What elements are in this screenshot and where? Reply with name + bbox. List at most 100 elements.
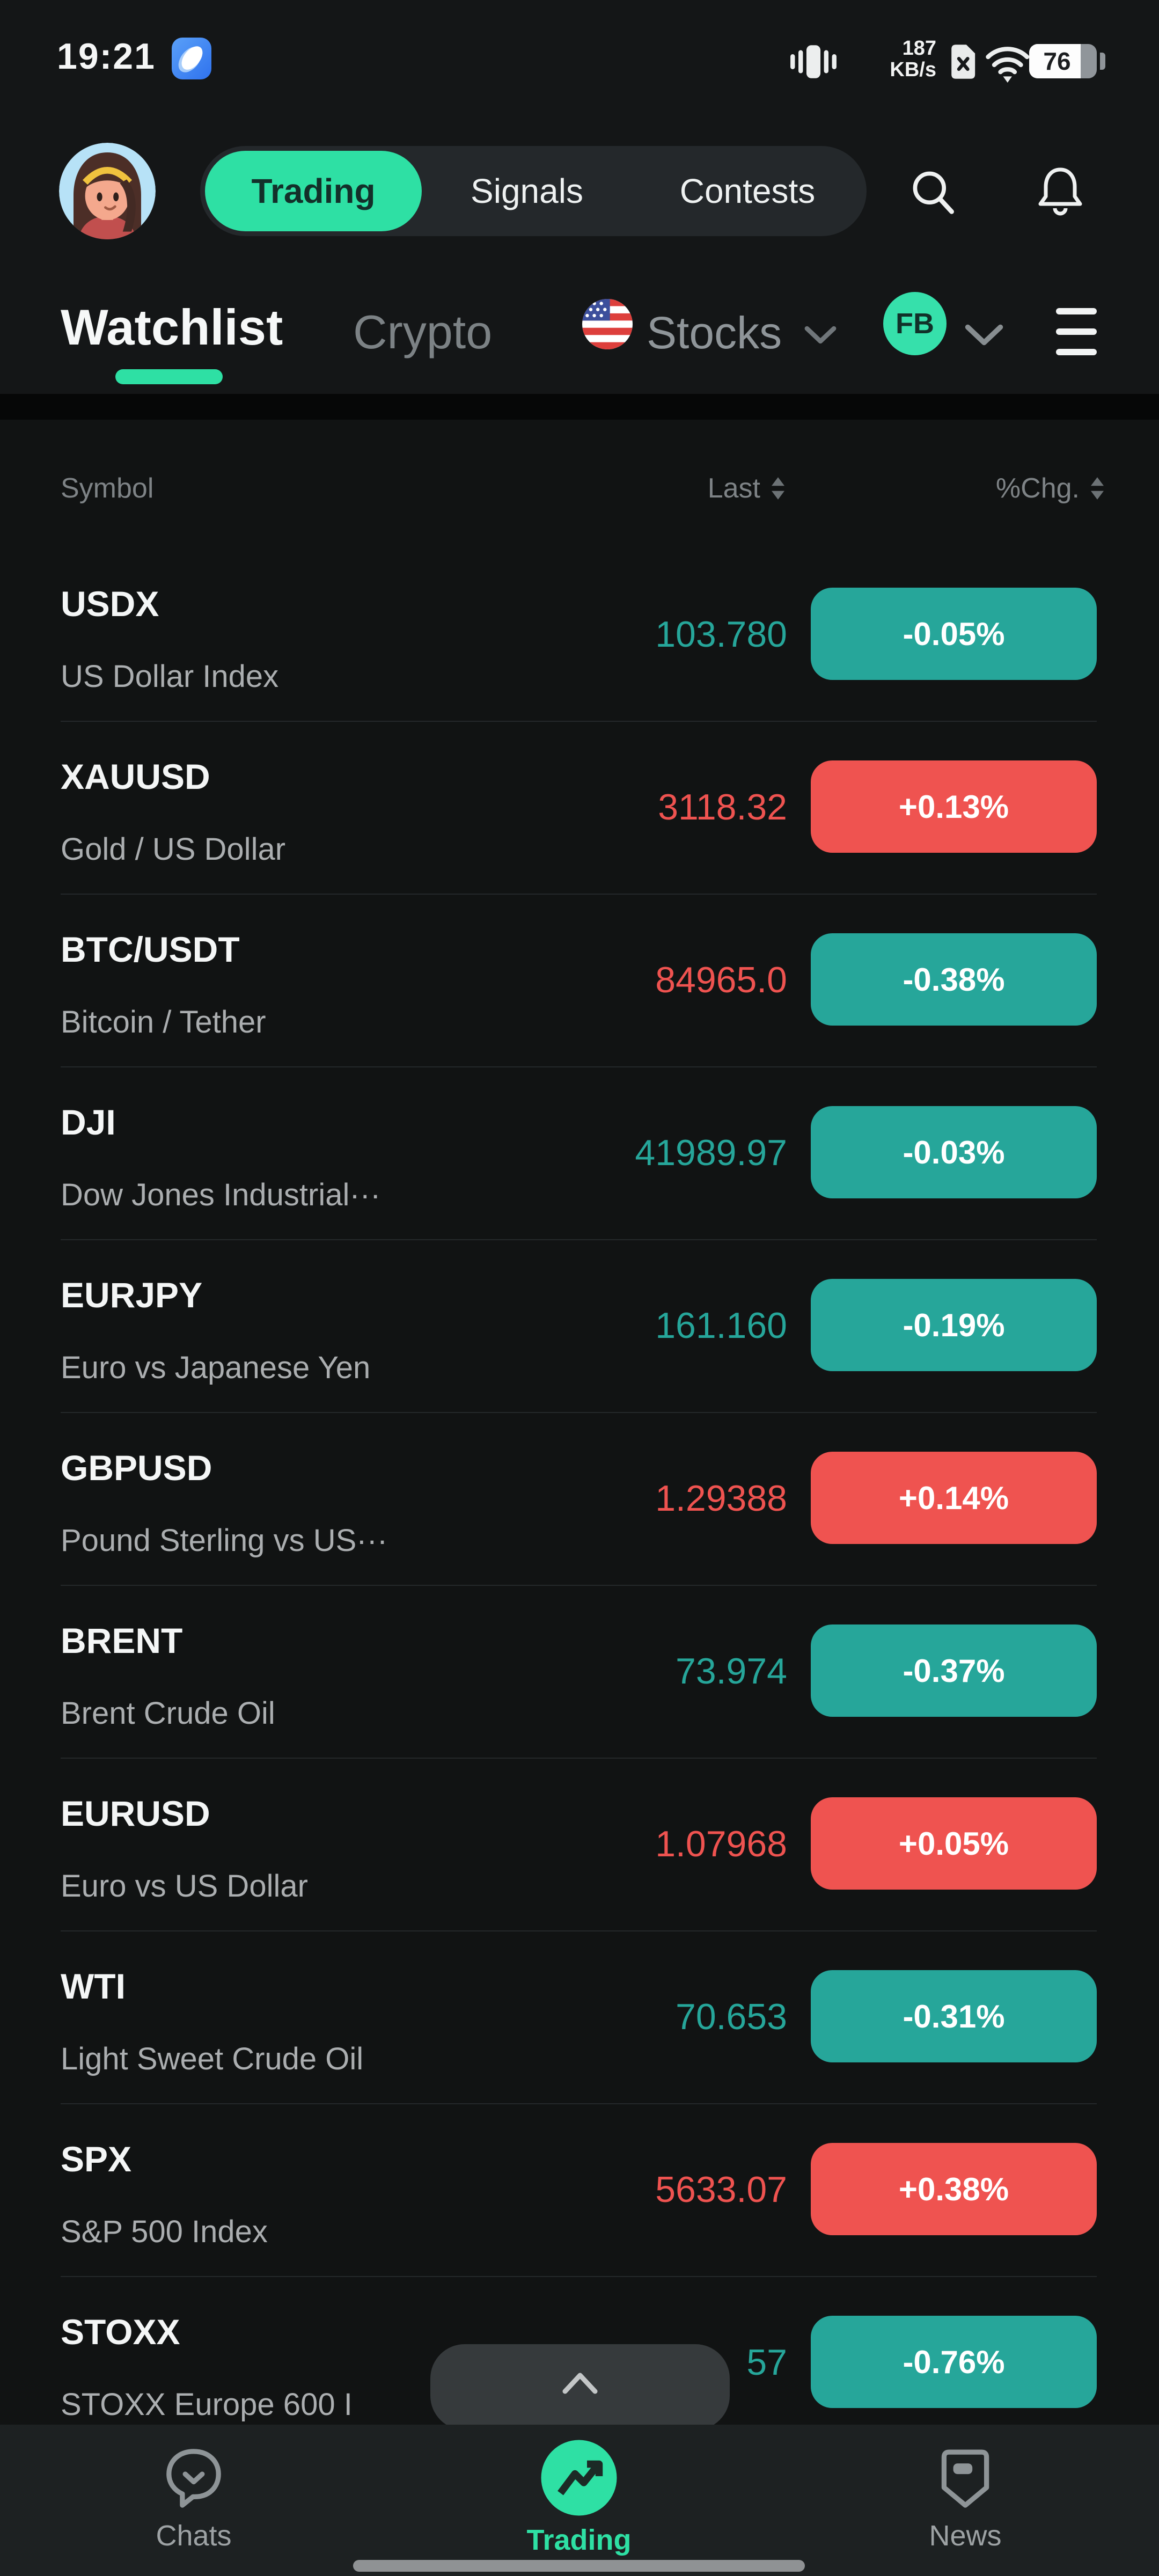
nav-label-chats: Chats xyxy=(156,2520,232,2552)
row-description: Brent Crude Oil xyxy=(61,1696,275,1731)
tab-trading[interactable]: Trading xyxy=(205,151,422,231)
watchlist-row[interactable]: BRENT Brent Crude Oil 73.974 -0.37% xyxy=(0,1592,1159,1765)
row-symbol: XAUUSD xyxy=(61,757,210,796)
trading-icon xyxy=(541,2440,617,2516)
messenger-app-icon xyxy=(172,38,211,79)
row-last-price: 3118.32 xyxy=(658,787,787,828)
row-last-price: 1.07968 xyxy=(655,1824,787,1864)
row-change-badge[interactable]: -0.37% xyxy=(811,1624,1097,1717)
tab-watchlist[interactable]: Watchlist xyxy=(61,298,283,356)
chevron-down-icon[interactable] xyxy=(803,323,838,349)
row-symbol: DJI xyxy=(61,1102,116,1142)
row-change-badge[interactable]: -0.76% xyxy=(811,2316,1097,2408)
top-block: 19:21 187 KB/s xyxy=(0,0,1159,394)
row-symbol: EURUSD xyxy=(61,1794,210,1833)
row-last-price: 161.160 xyxy=(655,1305,787,1346)
row-divider xyxy=(61,1239,1097,1240)
column-header-chg-label: %Chg. xyxy=(995,473,1080,504)
notification-bell-icon[interactable] xyxy=(1033,163,1087,219)
row-last-price: 73.974 xyxy=(676,1651,787,1692)
nav-item-news[interactable]: News xyxy=(853,2425,1078,2552)
market-selector-label: Stocks xyxy=(647,308,782,358)
vibrate-mode-icon xyxy=(783,45,843,81)
chats-icon xyxy=(166,2449,221,2508)
watchlist-row[interactable]: STOXX STOXX Europe 600 I 57 -0.76% xyxy=(0,2284,1159,2456)
section-separator xyxy=(0,394,1159,420)
network-speed-value: 187 xyxy=(902,37,936,60)
row-divider xyxy=(61,1758,1097,1759)
tab-contests[interactable]: Contests xyxy=(632,146,863,236)
row-symbol: SPX xyxy=(61,2139,132,2179)
row-change-badge[interactable]: -0.19% xyxy=(811,1279,1097,1371)
row-last-price: 57 xyxy=(746,2342,787,2383)
watchlist-row[interactable]: EURJPY Euro vs Japanese Yen 161.160 -0.1… xyxy=(0,1247,1159,1419)
watchlist-row[interactable]: WTI Light Sweet Crude Oil 70.653 -0.31% xyxy=(0,1938,1159,2111)
row-description: US Dollar Index xyxy=(61,659,279,694)
row-last-price: 5633.07 xyxy=(655,2169,787,2210)
tab-signals[interactable]: Signals xyxy=(422,146,632,236)
row-divider xyxy=(61,1066,1097,1067)
network-speed-unit: KB/s xyxy=(890,58,936,81)
row-description: Light Sweet Crude Oil xyxy=(61,2041,364,2076)
search-icon[interactable] xyxy=(908,166,959,221)
row-change-badge[interactable]: -0.31% xyxy=(811,1970,1097,2062)
account-chevron-down-icon[interactable] xyxy=(963,320,1006,353)
nav-item-chats[interactable]: Chats xyxy=(81,2425,306,2552)
network-speed-indicator: 187 KB/s xyxy=(840,38,936,80)
watchlist-row[interactable]: GBPUSD Pound Sterling vs US··· 1.29388 +… xyxy=(0,1419,1159,1592)
row-change-badge[interactable]: +0.38% xyxy=(811,2143,1097,2235)
row-description: Pound Sterling vs US··· xyxy=(61,1523,388,1558)
row-divider xyxy=(61,1585,1097,1586)
battery-fill xyxy=(1029,44,1081,78)
menu-icon[interactable] xyxy=(1056,308,1097,355)
profile-avatar[interactable] xyxy=(59,143,156,239)
row-divider xyxy=(61,1412,1097,1413)
tab-contests-label: Contests xyxy=(679,172,816,210)
scroll-to-top-button[interactable] xyxy=(430,2344,730,2430)
row-description: Gold / US Dollar xyxy=(61,832,286,867)
row-divider xyxy=(61,894,1097,895)
watchlist-row[interactable]: XAUUSD Gold / US Dollar 3118.32 +0.13% xyxy=(0,728,1159,901)
account-badge[interactable]: FB xyxy=(883,292,947,355)
wifi-icon xyxy=(983,42,1041,85)
row-description: STOXX Europe 600 I xyxy=(61,2387,353,2422)
row-change-badge[interactable]: +0.13% xyxy=(811,760,1097,853)
row-symbol: USDX xyxy=(61,584,159,624)
home-indicator[interactable] xyxy=(353,2560,805,2572)
watchlist-row[interactable]: USDX US Dollar Index 103.780 -0.05% xyxy=(0,555,1159,728)
row-change-badge[interactable]: -0.38% xyxy=(811,933,1097,1026)
row-last-price: 103.780 xyxy=(655,614,787,655)
us-flag-icon xyxy=(582,299,633,349)
column-header-symbol: Symbol xyxy=(61,473,154,504)
row-description: Dow Jones Industrial··· xyxy=(61,1177,381,1212)
row-description: S&P 500 Index xyxy=(61,2214,268,2249)
row-divider xyxy=(61,2103,1097,2104)
row-symbol: EURJPY xyxy=(61,1275,203,1315)
sort-icon[interactable] xyxy=(769,475,787,501)
account-badge-label: FB xyxy=(896,308,934,340)
column-header-chg[interactable]: %Chg. xyxy=(996,472,1106,504)
nav-item-trading[interactable]: Trading xyxy=(466,2425,692,2557)
tab-crypto[interactable]: Crypto xyxy=(353,305,492,360)
battery-nub xyxy=(1100,53,1105,70)
battery-indicator: 76 xyxy=(1029,44,1097,78)
watchlist-row[interactable]: BTC/USDT Bitcoin / Tether 84965.0 -0.38% xyxy=(0,901,1159,1074)
watchlist-row[interactable]: SPX S&P 500 Index 5633.07 +0.38% xyxy=(0,2111,1159,2284)
watchlist-active-underline xyxy=(115,369,223,384)
row-change-badge[interactable]: -0.05% xyxy=(811,588,1097,680)
sort-icon[interactable] xyxy=(1088,475,1106,501)
row-symbol: BRENT xyxy=(61,1621,183,1660)
market-selector[interactable]: Stocks xyxy=(647,307,782,359)
row-change-badge[interactable]: +0.14% xyxy=(811,1452,1097,1544)
news-icon xyxy=(941,2449,989,2508)
watchlist-row[interactable]: DJI Dow Jones Industrial··· 41989.97 -0.… xyxy=(0,1074,1159,1247)
row-last-price: 41989.97 xyxy=(635,1132,787,1173)
row-symbol: STOXX xyxy=(61,2312,180,2352)
row-change-badge[interactable]: +0.05% xyxy=(811,1797,1097,1890)
row-last-price: 1.29388 xyxy=(655,1478,787,1519)
watchlist-row[interactable]: EURUSD Euro vs US Dollar 1.07968 +0.05% xyxy=(0,1765,1159,1938)
nav-label-news: News xyxy=(929,2520,1002,2552)
column-header-last[interactable]: Last xyxy=(708,472,787,504)
row-change-badge[interactable]: -0.03% xyxy=(811,1106,1097,1198)
column-header-last-label: Last xyxy=(707,473,760,504)
